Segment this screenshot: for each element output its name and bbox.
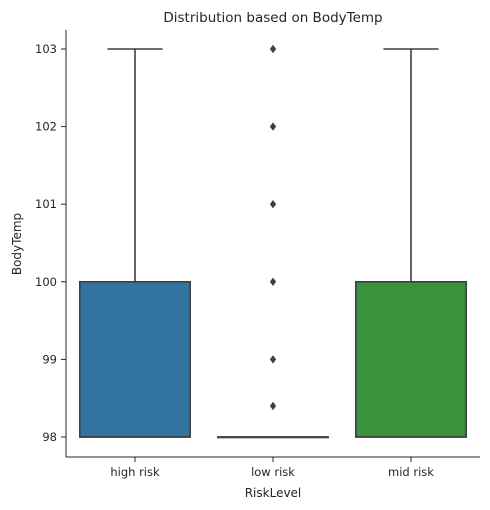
outlier-point [269,401,277,411]
y-ticks: 98 99 100 101 102 103 [35,42,66,444]
y-tick-label: 99 [42,352,57,366]
outlier-point [269,355,277,364]
box-group [79,48,192,438]
box-group [217,44,330,439]
y-tick-label: 100 [35,275,57,289]
y-tick-label: 101 [35,197,57,211]
box-group [354,48,467,438]
y-tick-label: 103 [35,42,57,56]
x-tick-label: low risk [251,465,295,479]
x-tick-label: high risk [110,465,160,479]
x-ticks: high risk low risk mid risk [110,457,434,479]
outlier-point [269,200,277,209]
outlier-point [269,44,277,54]
y-axis-label: BodyTemp [10,213,24,275]
y-tick-label: 98 [42,430,57,444]
y-tick-label: 102 [35,120,57,134]
plot-area [79,44,467,439]
x-tick-label: mid risk [388,465,434,479]
chart-title: Distribution based on BodyTemp [163,10,382,26]
box [79,280,192,438]
outlier-point [269,277,277,286]
x-axis-label: RiskLevel [245,486,302,500]
outlier-point [269,122,277,131]
box [354,280,467,438]
